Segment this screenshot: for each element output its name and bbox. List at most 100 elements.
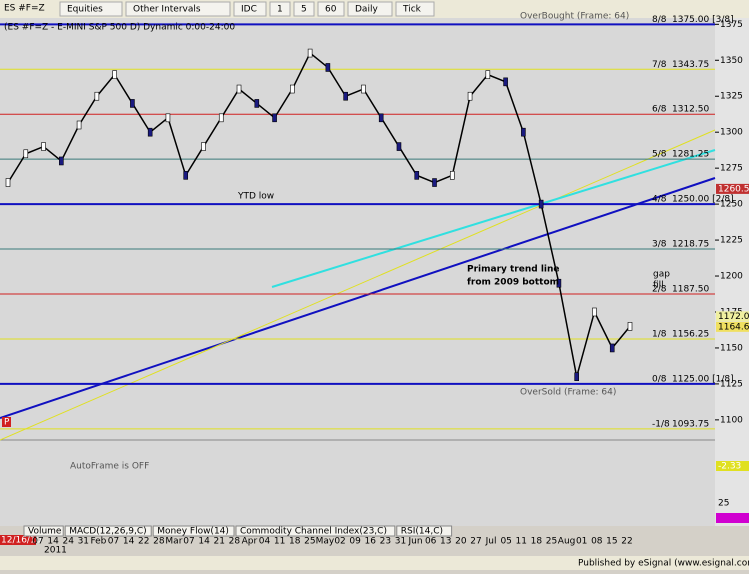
toolbar-button[interactable] [125, 1, 231, 17]
date-label: Jul [485, 537, 497, 547]
y-tick-label: 1100 [720, 415, 743, 425]
candle [307, 48, 313, 58]
level-label: 0/8 [652, 374, 667, 384]
date-label: 07 [32, 537, 43, 547]
tab[interactable] [152, 525, 235, 537]
date-label: 06 [425, 537, 437, 547]
date-label: 27 [470, 537, 481, 547]
toolbar-button-label[interactable]: Other Intervals [133, 5, 201, 15]
tab-label[interactable]: Commodity Channel Index(23,C) [240, 527, 387, 537]
level-label: 2/8 [652, 285, 667, 295]
candle [467, 91, 473, 101]
year: 2011 [44, 546, 67, 556]
toolbar-button-label[interactable]: Equities [67, 5, 103, 15]
level-price: 1250.00 [2/8] [672, 195, 734, 205]
candle [147, 127, 153, 137]
candle [378, 113, 384, 123]
y-tick-label: 1125 [720, 379, 743, 389]
chart-title: (ES #F=Z - E-MINI S&P 500 D) Dynamic 0:0… [4, 23, 235, 33]
date-label: 28 [229, 537, 241, 547]
date-label: 14 [198, 537, 210, 547]
date-label: 20 [455, 537, 467, 547]
tab[interactable] [64, 525, 152, 537]
date-label: 22 [138, 537, 149, 547]
date-label: 13 [440, 537, 451, 547]
price-axis [715, 18, 749, 526]
tab-label[interactable]: MACD(12,26,9,C) [69, 527, 147, 537]
date-label: 15 [606, 537, 617, 547]
candle [94, 91, 100, 101]
annotation: fill [653, 281, 664, 291]
tab-label[interactable]: Volume [28, 527, 62, 537]
tab[interactable] [396, 525, 453, 537]
date-label: Apr [242, 537, 258, 547]
level-label: 5/8 [652, 150, 667, 160]
price-line [7, 51, 631, 377]
price-box [716, 311, 749, 322]
level-price: 1125.00 [1/8] [672, 374, 734, 384]
tab-label[interactable]: RSI(14,C) [401, 527, 443, 537]
level-price: 1093.75 [672, 419, 709, 429]
toolbar-button[interactable] [317, 1, 345, 17]
level-price: 1312.50 [672, 105, 709, 115]
toolbar-button-label[interactable]: Daily [355, 5, 378, 15]
toolbar-button[interactable] [59, 1, 123, 17]
tab[interactable] [23, 525, 64, 537]
macd-box [716, 513, 749, 523]
date-label: Mar [165, 537, 182, 547]
candle [521, 127, 526, 137]
macd-box [716, 461, 749, 471]
annotation: from 2009 bottom [467, 278, 559, 288]
candle [165, 113, 171, 123]
chart-bg [0, 18, 715, 526]
date-label: 14 [47, 537, 59, 547]
date-label: 09 [349, 537, 361, 547]
date-label: 04 [259, 537, 271, 547]
date-label: 05 [500, 537, 511, 547]
toolbar-button-label[interactable]: IDC [241, 5, 257, 15]
toolbar-button-label[interactable]: 5 [301, 5, 307, 15]
toolbar-button-label[interactable]: 1 [277, 5, 283, 15]
toolbar-button-label[interactable]: 60 [325, 5, 337, 15]
level-price: 1218.75 [672, 240, 709, 250]
symbol[interactable]: ES #F=Z [4, 4, 45, 14]
candle [272, 113, 277, 123]
toolbar-button[interactable] [233, 1, 267, 17]
chart-layer: 8/8 1375.00 [3/8] 7/8 1343.75 6/8 1312.50 5/8 1… [0, 15, 749, 524]
start-date: 12/16/10 [1, 536, 42, 546]
annotation: Primary trend line [467, 265, 560, 275]
date-box [0, 535, 36, 545]
candle [236, 84, 242, 94]
candle [5, 178, 11, 187]
tab[interactable] [235, 525, 396, 537]
date-label: 18 [531, 537, 543, 547]
y-tick-label: 1200 [720, 272, 743, 282]
y-tick-label: 1150 [720, 343, 743, 353]
candle [449, 171, 455, 180]
annotation: OverBought (Frame: 64) [520, 12, 629, 22]
y-tick-label: 1250 [720, 200, 743, 210]
toolbar-button-label[interactable]: Tick [402, 5, 422, 15]
date-label: 24 [62, 537, 74, 547]
date-label: 11 [516, 537, 527, 547]
candle [432, 178, 437, 187]
price-box [716, 321, 749, 332]
date-label: 22 [621, 537, 632, 547]
toolbar-button[interactable] [293, 1, 315, 17]
candle [414, 171, 420, 180]
date-label: 07 [183, 537, 194, 547]
date-label: 31 [78, 537, 89, 547]
tab-label[interactable]: Money Flow(14) [157, 527, 229, 537]
date-label: 28 [153, 537, 165, 547]
toolbar-button[interactable] [269, 1, 291, 17]
date-label: 25 [304, 537, 315, 547]
price-box-label: 1164.67 [718, 322, 749, 332]
level-label: 8/8 [652, 15, 667, 25]
date-label: 02 [334, 537, 345, 547]
level-label: 6/8 [652, 105, 667, 115]
annotation: AutoFrame is OFF [70, 462, 149, 472]
toolbar-button[interactable] [395, 1, 435, 17]
toolbar-button[interactable] [347, 1, 393, 17]
